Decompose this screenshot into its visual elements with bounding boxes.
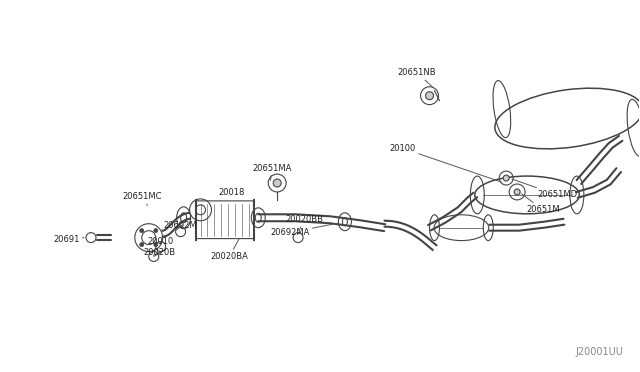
Circle shape [154, 243, 158, 247]
Text: 20651NB: 20651NB [397, 68, 436, 87]
Text: 20020BB: 20020BB [285, 215, 323, 230]
Text: 20020B: 20020B [144, 248, 176, 257]
Text: 20020BA: 20020BA [211, 239, 248, 261]
Circle shape [514, 189, 520, 195]
Text: 20692M: 20692M [164, 221, 197, 230]
Circle shape [140, 229, 144, 232]
Text: 20651M: 20651M [522, 193, 560, 214]
Circle shape [503, 175, 509, 181]
Circle shape [273, 179, 281, 187]
Text: 20010: 20010 [148, 237, 174, 246]
Text: 20100: 20100 [390, 144, 502, 182]
Circle shape [154, 229, 158, 232]
Text: 20651MD: 20651MD [512, 179, 577, 199]
Text: 20651MC: 20651MC [123, 192, 163, 205]
Circle shape [426, 92, 433, 100]
Circle shape [140, 243, 144, 247]
Text: 20692MA: 20692MA [270, 223, 337, 237]
Text: 20651MA: 20651MA [252, 164, 292, 180]
Text: 20018: 20018 [218, 189, 245, 201]
FancyBboxPatch shape [196, 201, 254, 238]
Text: J20001UU: J20001UU [576, 347, 623, 357]
Text: 20691: 20691 [53, 235, 84, 244]
